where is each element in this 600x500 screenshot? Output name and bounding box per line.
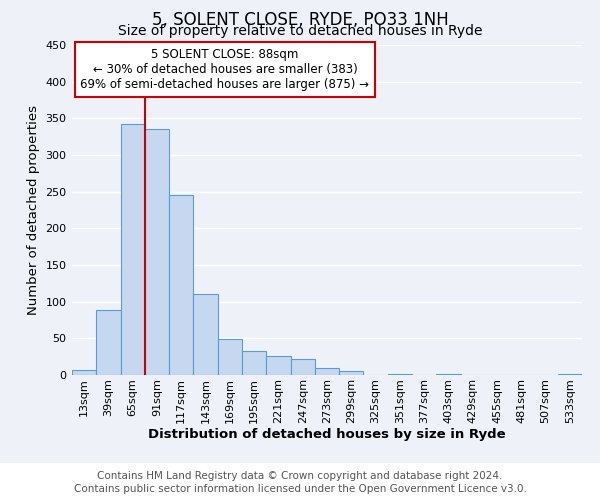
Bar	[388, 374, 412, 375]
Bar	[169, 196, 193, 375]
Bar	[218, 339, 242, 375]
Y-axis label: Number of detached properties: Number of detached properties	[27, 105, 40, 315]
Bar	[558, 374, 582, 375]
Bar	[121, 124, 145, 375]
Bar	[145, 130, 169, 375]
Text: 5 SOLENT CLOSE: 88sqm
← 30% of detached houses are smaller (383)
69% of semi-det: 5 SOLENT CLOSE: 88sqm ← 30% of detached …	[80, 48, 370, 92]
Text: Contains public sector information licensed under the Open Government Licence v3: Contains public sector information licen…	[74, 484, 526, 494]
Bar	[193, 294, 218, 375]
Text: Size of property relative to detached houses in Ryde: Size of property relative to detached ho…	[118, 24, 482, 38]
Bar	[339, 372, 364, 375]
Bar	[315, 368, 339, 375]
Bar	[436, 374, 461, 375]
Bar	[290, 359, 315, 375]
Bar	[72, 370, 96, 375]
Bar	[242, 351, 266, 375]
Bar	[96, 310, 121, 375]
X-axis label: Distribution of detached houses by size in Ryde: Distribution of detached houses by size …	[148, 428, 506, 442]
Text: 5, SOLENT CLOSE, RYDE, PO33 1NH: 5, SOLENT CLOSE, RYDE, PO33 1NH	[152, 11, 448, 29]
Text: Contains HM Land Registry data © Crown copyright and database right 2024.: Contains HM Land Registry data © Crown c…	[97, 471, 503, 481]
Bar	[266, 356, 290, 375]
